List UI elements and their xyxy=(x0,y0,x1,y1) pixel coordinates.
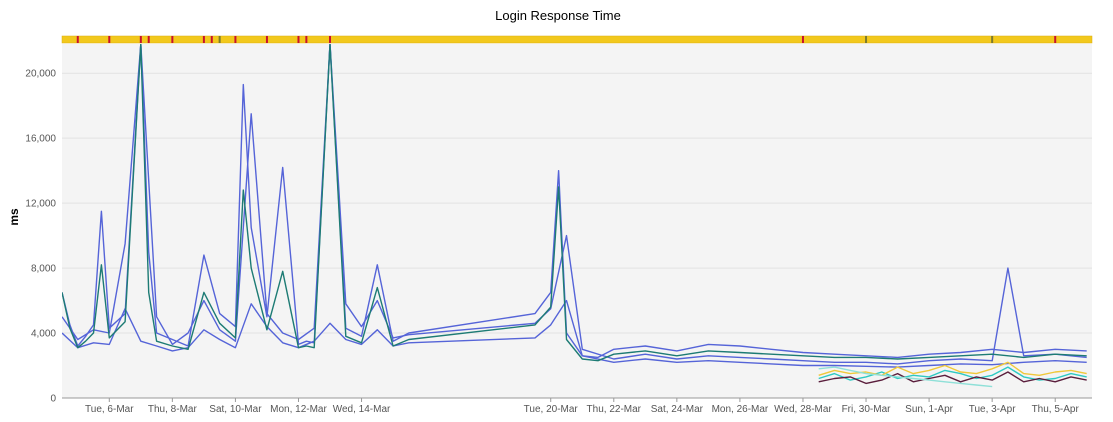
grid-lines xyxy=(62,72,1092,334)
status-marker-olive xyxy=(865,36,868,43)
status-marker-red xyxy=(171,36,174,43)
x-tick-label: Wed, 14-Mar xyxy=(333,404,391,415)
status-marker-red xyxy=(210,36,213,43)
plot-area xyxy=(62,44,1092,398)
status-bar xyxy=(61,35,1093,44)
x-tick-label: Fri, 30-Mar xyxy=(842,404,892,415)
series-line-5 xyxy=(818,366,1087,381)
x-tick-label: Thu, 22-Mar xyxy=(587,404,642,415)
y-axis-ticks: 0 4,000 8,000 12,000 16,000 20,000 xyxy=(25,69,56,405)
status-marker-red xyxy=(76,36,79,43)
status-marker-olive xyxy=(991,36,994,43)
x-tick-label: Sat, 24-Mar xyxy=(651,404,704,415)
status-marker-red xyxy=(202,36,205,43)
status-marker-red xyxy=(801,36,804,43)
x-tick-label: Thu, 5-Apr xyxy=(1032,404,1080,415)
x-tick-label: Wed, 28-Mar xyxy=(774,404,832,415)
x-tick-label: Thu, 8-Mar xyxy=(148,404,198,415)
y-axis-label: ms xyxy=(7,208,21,226)
series-line-6 xyxy=(818,371,1087,385)
x-tick-label: Sun, 1-Apr xyxy=(905,404,953,415)
status-markers xyxy=(76,36,1057,43)
y-tick-label: 4,000 xyxy=(31,329,56,340)
y-tick-label: 8,000 xyxy=(31,264,56,275)
chart-title: Login Response Time xyxy=(495,8,621,23)
y-tick-label: 12,000 xyxy=(25,199,56,210)
y-tick-label: 0 xyxy=(50,394,56,405)
x-tick-label: Tue, 20-Mar xyxy=(524,404,579,415)
series-group xyxy=(62,44,1087,388)
series-line-4 xyxy=(62,44,1087,362)
x-axis-ticks: Tue, 6-Mar Thu, 8-Mar Sat, 10-Mar Mon, 12-M… xyxy=(85,398,1080,415)
status-marker-red xyxy=(147,36,150,43)
status-marker-red xyxy=(297,36,300,43)
status-marker-red xyxy=(305,36,308,43)
series-line-8 xyxy=(818,366,993,388)
series-line-7 xyxy=(818,361,1087,376)
status-marker-red xyxy=(234,36,237,43)
x-tick-label: Sat, 10-Mar xyxy=(209,404,262,415)
x-tick-label: Mon, 26-Mar xyxy=(712,404,769,415)
status-marker-red xyxy=(329,36,332,43)
y-tick-label: 20,000 xyxy=(25,69,56,80)
x-tick-label: Tue, 3-Apr xyxy=(969,404,1017,415)
series-line-2 xyxy=(62,44,1087,365)
status-marker-red xyxy=(1054,36,1057,43)
x-tick-label: Mon, 12-Mar xyxy=(270,404,327,415)
y-tick-label: 16,000 xyxy=(25,134,56,145)
status-marker-red xyxy=(265,36,268,43)
x-tick-label: Tue, 6-Mar xyxy=(85,404,134,415)
status-marker-red xyxy=(139,36,142,43)
status-marker-olive xyxy=(218,36,221,43)
status-marker-red xyxy=(108,36,111,43)
